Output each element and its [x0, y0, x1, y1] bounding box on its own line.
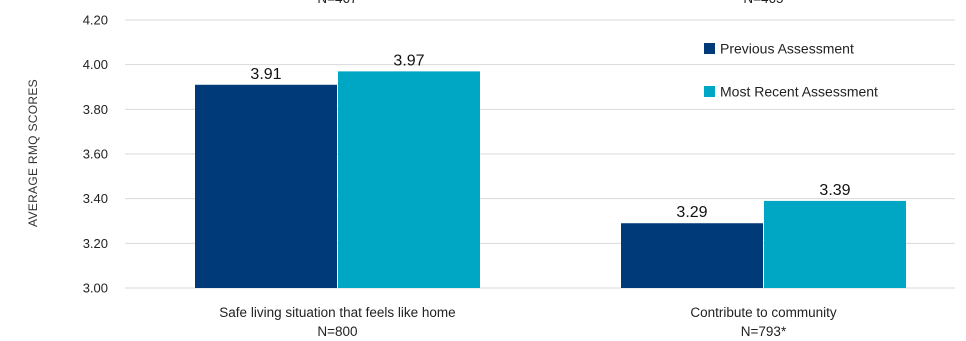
top-partial-n-label: N=467 [317, 0, 357, 6]
category-label: Safe living situation that feels like ho… [219, 305, 455, 320]
bar-value-label: 3.39 [819, 182, 850, 199]
y-ticks: 3.00 3.20 3.40 3.60 3.80 4.00 4.20 [83, 13, 108, 296]
legend-label: Most Recent Assessment [720, 84, 878, 100]
data-labels: 3.91 3.97 3.29 3.39 [250, 52, 850, 221]
bar-value-label: 3.97 [393, 52, 424, 69]
category-n-label: N=800 [317, 324, 357, 339]
y-tick-label: 3.60 [83, 147, 108, 162]
legend-swatch [704, 43, 715, 54]
category-label: Contribute to community [690, 305, 837, 320]
y-tick-label: 3.80 [83, 102, 108, 117]
y-tick-label: 3.00 [83, 281, 108, 296]
legend-label: Previous Assessment [720, 41, 854, 57]
top-partial-n-label: N=465 [743, 0, 783, 6]
y-tick-label: 4.00 [83, 57, 108, 72]
bar-previous-0 [195, 84, 337, 289]
y-tick-label: 4.20 [83, 13, 108, 28]
x-categories: Safe living situation that feels like ho… [219, 0, 837, 339]
y-tick-label: 3.20 [83, 236, 108, 251]
y-tick-label: 3.40 [83, 191, 108, 206]
legend-swatch [704, 86, 715, 97]
bar-previous-1 [621, 223, 763, 288]
category-n-label: N=793* [741, 324, 787, 339]
legend: Previous Assessment Most Recent Assessmen… [704, 41, 878, 100]
bar-most-recent-0 [338, 71, 480, 288]
bar-value-label: 3.91 [250, 66, 281, 83]
bar-most-recent-1 [764, 200, 906, 288]
bars [195, 71, 906, 289]
bar-value-label: 3.29 [676, 204, 707, 221]
y-axis-label: AVERAGE RMQ SCORES [26, 79, 40, 227]
